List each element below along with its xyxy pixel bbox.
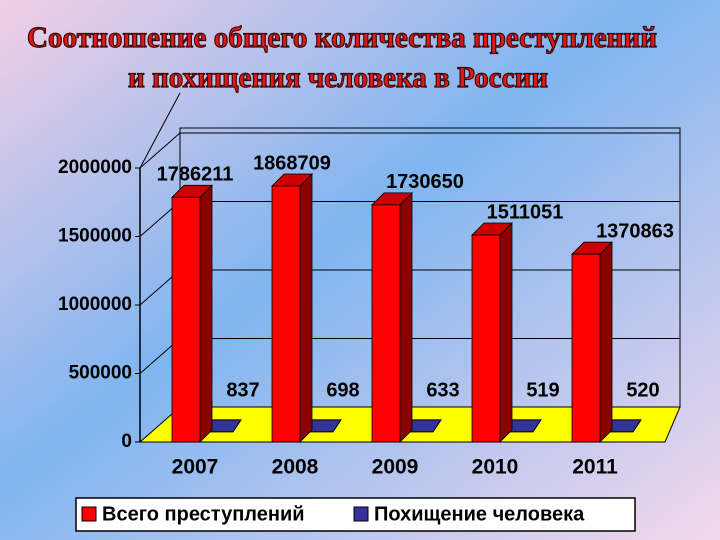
bar-side [299, 173, 313, 443]
chart-title: и похищения человека в России [128, 61, 548, 94]
data-label: 837 [226, 379, 259, 401]
y-tick-label: 0 [121, 431, 132, 452]
y-tick-label: 1000000 [58, 294, 132, 315]
y-tick-label: 1500000 [58, 226, 132, 247]
grid-line [139, 132, 680, 169]
x-tick-label: 2011 [572, 456, 618, 479]
bar [571, 253, 601, 443]
bar-side [499, 222, 513, 443]
legend-swatch [81, 506, 97, 522]
x-tick-label: 2008 [272, 456, 319, 479]
data-label: 1786211 [157, 164, 234, 186]
data-label: 519 [526, 379, 559, 401]
bar-side [599, 241, 613, 443]
data-label: 1730650 [386, 171, 464, 193]
bar [371, 191, 413, 443]
bar [571, 241, 613, 443]
bar-side [199, 184, 213, 443]
plot-area: 0 500000 1000000 1500000 2000000 2007 837 17862… [58, 92, 681, 479]
y-tick-label: 500000 [69, 363, 132, 384]
bar [171, 196, 201, 443]
bar [471, 222, 513, 443]
legend-label: Похищение человека [374, 503, 585, 525]
bar [371, 204, 401, 443]
data-label: 1868709 [253, 152, 331, 174]
x-tick-label: 2007 [172, 456, 219, 479]
bar [271, 173, 313, 443]
y-tick-label: 2000000 [58, 157, 132, 178]
legend-swatch [353, 506, 369, 522]
data-label: 1370863 [596, 220, 674, 242]
legend-label: Всего преступлений [102, 503, 305, 525]
bar [171, 184, 213, 443]
x-tick-label: 2009 [372, 456, 419, 479]
bar [271, 185, 301, 443]
data-label: 520 [626, 379, 659, 401]
y-axis-depth [139, 92, 181, 169]
data-label: 698 [326, 379, 359, 401]
x-tick-label: 2010 [472, 456, 519, 479]
bar [471, 234, 501, 443]
chart-title: Соотношение общего количества преступлен… [27, 21, 657, 54]
data-label: 1511051 [487, 201, 564, 223]
data-label: 633 [426, 379, 459, 401]
bar-side [399, 191, 413, 443]
